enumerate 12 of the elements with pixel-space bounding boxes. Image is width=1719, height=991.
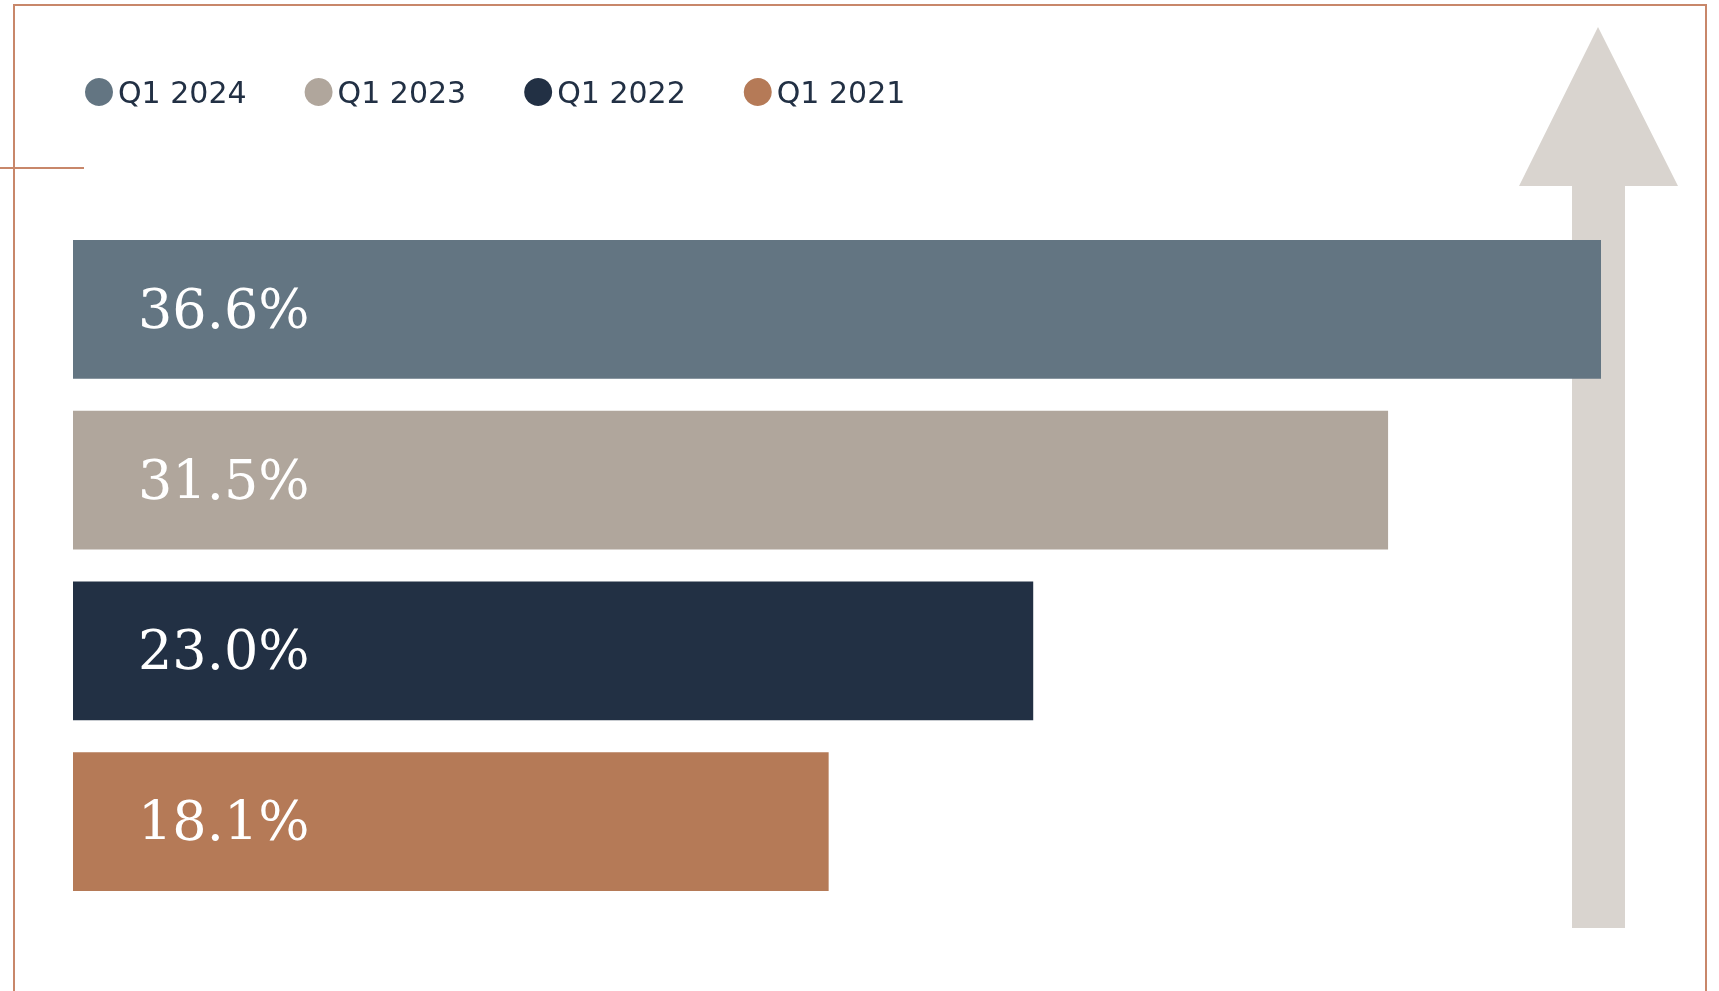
legend-label: Q1 2023 bbox=[337, 74, 467, 110]
bar bbox=[73, 240, 1601, 379]
legend-label: Q1 2021 bbox=[776, 74, 906, 110]
legend-label: Q1 2022 bbox=[557, 74, 686, 110]
bar bbox=[73, 581, 1034, 721]
legend-label: Q1 2024 bbox=[118, 74, 247, 110]
data-label: 31.5% bbox=[138, 448, 310, 512]
bar bbox=[73, 752, 829, 891]
data-label: 23.0% bbox=[138, 619, 310, 683]
bar bbox=[73, 410, 1389, 550]
data-label: 18.1% bbox=[138, 790, 310, 854]
data-label: 36.6% bbox=[138, 277, 310, 341]
